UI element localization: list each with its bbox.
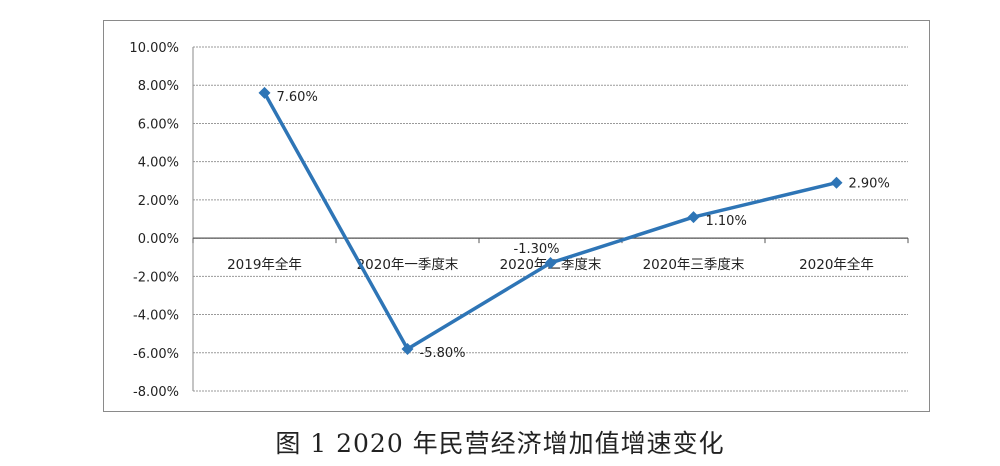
data-point-marker <box>687 211 700 224</box>
x-category-label: 2020年三季度末 <box>643 257 745 273</box>
y-tick-label: -4.00% <box>133 309 179 324</box>
data-label: 1.10% <box>706 214 747 229</box>
y-tick-label: 8.00% <box>138 79 179 94</box>
y-tick-label: 4.00% <box>138 156 179 171</box>
data-point-marker <box>830 176 843 189</box>
y-tick-label: -2.00% <box>133 270 179 285</box>
chart-frame <box>103 20 930 412</box>
data-label: -1.30% <box>514 242 560 257</box>
data-labels: 7.60% -5.80% -1.30% 1.10% 2.90% <box>277 90 890 361</box>
x-category-label: 2019年全年 <box>227 256 302 273</box>
data-point-marker <box>258 86 271 99</box>
x-category-label: 2020年一季度末 <box>357 257 459 273</box>
data-point-marker <box>401 342 414 355</box>
x-axis: 2019年全年2020年一季度末2020年二季度末2020年三季度末2020年全… <box>192 47 909 391</box>
series-line <box>262 92 837 351</box>
data-point-marker <box>544 256 557 269</box>
y-tick-label: 6.00% <box>138 117 179 132</box>
y-axis-ticks: 10.00% 8.00% 6.00% 4.00% 2.00% 0.00% -2.00% -4.… <box>129 41 179 400</box>
y-tick-label: 0.00% <box>138 232 179 247</box>
y-tick-label: 2.00% <box>138 194 179 209</box>
y-tick-label: 10.00% <box>129 41 179 56</box>
gridlines <box>193 46 908 392</box>
y-tick-label: -8.00% <box>133 385 179 400</box>
data-label: -5.80% <box>420 346 466 361</box>
data-label: 7.60% <box>277 90 318 105</box>
data-label: 2.90% <box>849 177 890 192</box>
figure-caption: 图 1 2020 年民营经济增加值增速变化 <box>275 429 725 458</box>
y-tick-label: -6.00% <box>133 347 179 362</box>
x-category-label: 2020年全年 <box>799 256 874 273</box>
series-line-group <box>258 86 843 355</box>
